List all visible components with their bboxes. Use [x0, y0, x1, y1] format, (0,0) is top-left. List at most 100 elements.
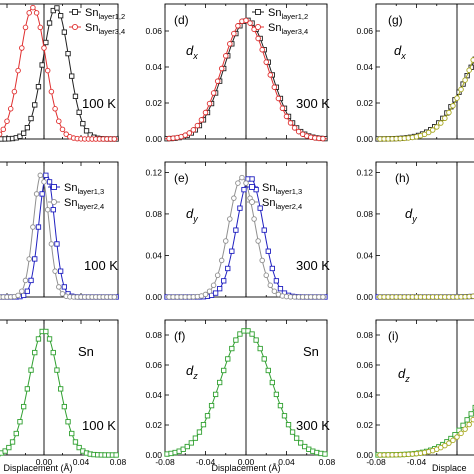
data-point: [15, 67, 21, 74]
data-point: [466, 67, 472, 73]
data-point: [462, 426, 468, 432]
y-tick-label: 0.00: [356, 450, 373, 460]
data-point: [44, 206, 51, 213]
x-tick-label: 0.00: [36, 457, 53, 467]
data-point: [468, 411, 474, 417]
data-point: [291, 125, 298, 131]
legend-label: Snlayer1,2: [85, 7, 125, 21]
data-point: [206, 100, 213, 107]
y-tick-label: 0.00: [356, 292, 373, 302]
data-point: [322, 451, 328, 457]
data-point: [39, 191, 45, 197]
data-point: [221, 278, 227, 284]
data-point: [4, 118, 10, 124]
y-tick-label: 0.08: [356, 330, 373, 340]
data-point: [249, 176, 255, 182]
data-point: [221, 367, 227, 374]
data-point: [19, 288, 25, 294]
data-point: [214, 272, 221, 279]
data-point: [434, 124, 440, 130]
data-point: [35, 336, 42, 342]
data-point: [454, 434, 460, 440]
series-line: [376, 295, 474, 298]
legend-marker: [72, 9, 78, 15]
x-axis-label: Displacement (Å): [211, 463, 280, 473]
legend-title: Sn: [303, 344, 319, 359]
series-line: [376, 56, 474, 140]
legend-marker: [255, 9, 261, 15]
x-tick-label: 0.08: [319, 457, 336, 467]
x-tick-label: -0.04: [196, 457, 216, 467]
data-point: [225, 265, 231, 272]
x-tick-label: -0.08: [366, 457, 386, 467]
data-point: [239, 174, 245, 181]
temperature-label: 300 K: [296, 418, 330, 433]
legend-label: Snlayer2,4: [262, 197, 302, 211]
plot-frame: [0, 161, 119, 298]
data-point: [37, 24, 44, 31]
data-point: [454, 95, 460, 101]
data-point: [196, 429, 203, 435]
y-tick-label: 0.04: [145, 62, 162, 72]
data-point: [15, 292, 21, 299]
data-point: [462, 77, 468, 83]
data-point: [26, 10, 32, 16]
data-point: [214, 78, 221, 84]
data-point: [235, 180, 241, 186]
panel-8: -0.08 -0.04 0.00 0.02 0.04 0.06 0.08 (i) dz: [356, 319, 474, 467]
data-point: [184, 443, 190, 450]
temperature-label: 300 K: [296, 258, 330, 273]
data-point: [46, 179, 53, 185]
panel-label: (e): [174, 171, 189, 185]
data-point: [458, 86, 464, 93]
data-point: [257, 205, 263, 211]
panel-label: (h): [395, 171, 410, 185]
component-label: dx: [394, 43, 406, 61]
data-point: [43, 39, 49, 46]
component-label: dy: [405, 206, 417, 224]
data-point: [267, 282, 274, 289]
data-point: [61, 284, 68, 290]
y-tick-label: 0.02: [356, 420, 373, 430]
data-point: [69, 73, 75, 79]
data-point: [50, 207, 56, 213]
data-point: [273, 278, 280, 284]
data-point: [76, 109, 82, 115]
data-point: [446, 109, 452, 116]
data-point: [30, 224, 36, 230]
data-point: [192, 435, 199, 441]
y-tick-label: 0.08: [356, 209, 373, 219]
data-point: [442, 115, 448, 122]
data-point: [229, 248, 235, 254]
data-point: [182, 132, 188, 138]
data-point: [113, 452, 119, 458]
data-point: [218, 257, 225, 264]
y-tick-label: 0.06: [356, 26, 373, 36]
data-point: [76, 444, 82, 451]
data-point: [0, 126, 7, 133]
component-label: dz: [398, 366, 410, 384]
y-tick-label: 0.04: [356, 390, 373, 400]
y-tick-label: 0.04: [356, 250, 373, 260]
data-point: [202, 109, 209, 116]
legend-marker: [51, 184, 57, 190]
component-label: dx: [186, 43, 198, 61]
data-point: [233, 337, 239, 343]
data-point: [200, 421, 207, 428]
data-point: [206, 288, 213, 294]
data-point: [287, 120, 294, 126]
data-point: [63, 131, 69, 137]
data-point: [466, 421, 472, 428]
data-point: [249, 331, 255, 337]
data-point: [295, 128, 302, 135]
data-point: [285, 421, 292, 428]
data-point: [190, 127, 197, 133]
x-tick-label: -0.08: [155, 457, 175, 467]
data-point: [32, 256, 38, 262]
data-point: [46, 336, 53, 342]
legend-marker: [249, 184, 255, 190]
data-point: [32, 102, 38, 108]
data-point: [56, 118, 62, 124]
